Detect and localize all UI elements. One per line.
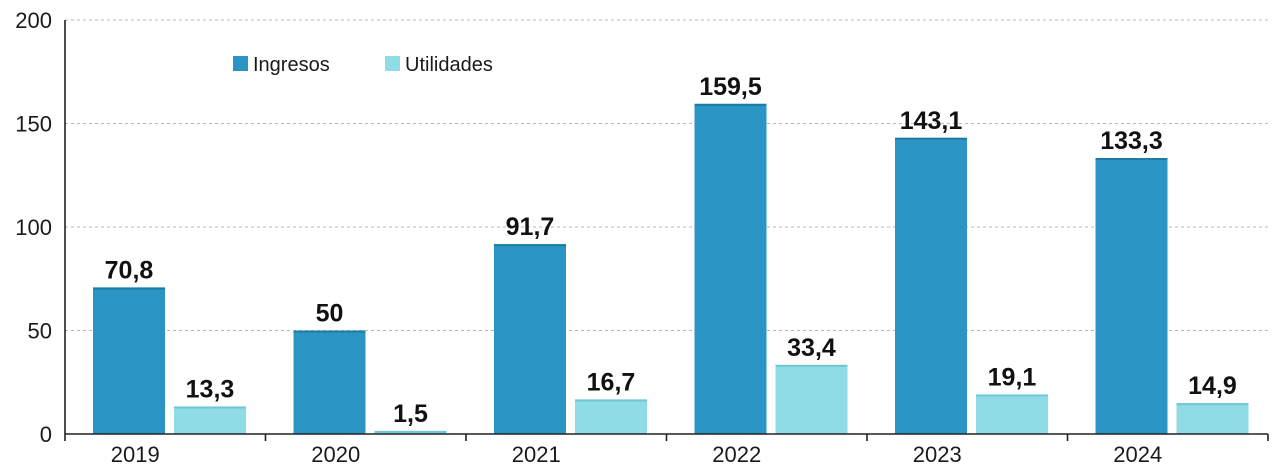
bar-utilidades	[575, 399, 647, 434]
data-label: 1,5	[393, 400, 428, 428]
data-label: 91,7	[506, 213, 555, 241]
y-axis-ticks: 0 50 100 150 200	[15, 8, 52, 447]
bar-top-edge	[494, 244, 566, 247]
bar-ingresos	[93, 287, 165, 434]
bar-top-edge	[374, 430, 447, 433]
y-tick-label: 100	[15, 215, 52, 240]
bar-ingresos	[293, 330, 366, 434]
x-tick-label: 2024	[1113, 442, 1162, 467]
legend-swatch-ingresos	[233, 56, 248, 71]
bar-top-edge	[1176, 403, 1249, 406]
data-label: 143,1	[900, 107, 963, 135]
bar-top-edge	[895, 137, 967, 140]
x-axis-ticks: 2019 2020 2021 2022 2023 2024	[64, 434, 1269, 467]
bar-top-edge	[93, 287, 165, 290]
bar-top-edge	[976, 394, 1048, 397]
data-label: 70,8	[105, 256, 154, 284]
data-label: 159,5	[699, 73, 762, 101]
bar-top-edge	[575, 399, 647, 402]
bar-utilidades	[775, 364, 848, 434]
bar-ingresos	[1095, 158, 1168, 434]
bar-ingresos	[694, 103, 767, 435]
x-tick-label: 2020	[311, 442, 360, 467]
x-tick-label: 2023	[913, 442, 962, 467]
bar-top-edge	[293, 330, 366, 333]
legend-label-ingresos: Ingresos	[253, 54, 330, 76]
y-tick-label: 50	[28, 319, 52, 344]
data-label: 19,1	[988, 363, 1037, 391]
bar-top-edge	[694, 103, 767, 106]
data-label: 133,3	[1100, 127, 1163, 155]
data-label: 33,4	[787, 334, 836, 362]
x-tick-label: 2021	[512, 442, 561, 467]
x-tick-label: 2019	[111, 442, 160, 467]
legend-label-utilidades: Utilidades	[405, 54, 493, 76]
bar-top-edge	[174, 406, 246, 409]
bar-utilidades	[1176, 403, 1249, 434]
bar-top-edge	[775, 364, 848, 367]
bar-utilidades	[174, 406, 246, 434]
legend-swatch-utilidades	[385, 56, 400, 71]
bar-top-edge	[1095, 158, 1168, 161]
data-label: 50	[316, 300, 344, 328]
legend: Ingresos Utilidades	[233, 54, 493, 76]
y-tick-label: 200	[15, 8, 52, 33]
bar-ingresos	[895, 137, 967, 434]
bars	[93, 103, 1249, 435]
y-tick-label: 150	[15, 112, 52, 137]
bar-utilidades	[976, 394, 1048, 434]
data-label: 14,9	[1188, 372, 1237, 400]
x-tick-label: 2022	[712, 442, 761, 467]
data-label: 16,7	[587, 368, 636, 396]
value-labels: 70,8 50 91,7 159,5 143,1 133,3 13,3 1,5 16,7 33,4…	[105, 73, 1237, 428]
grid	[65, 19, 1268, 331]
data-label: 13,3	[186, 375, 235, 403]
y-tick-label: 0	[40, 422, 52, 447]
bar-ingresos	[494, 244, 566, 434]
